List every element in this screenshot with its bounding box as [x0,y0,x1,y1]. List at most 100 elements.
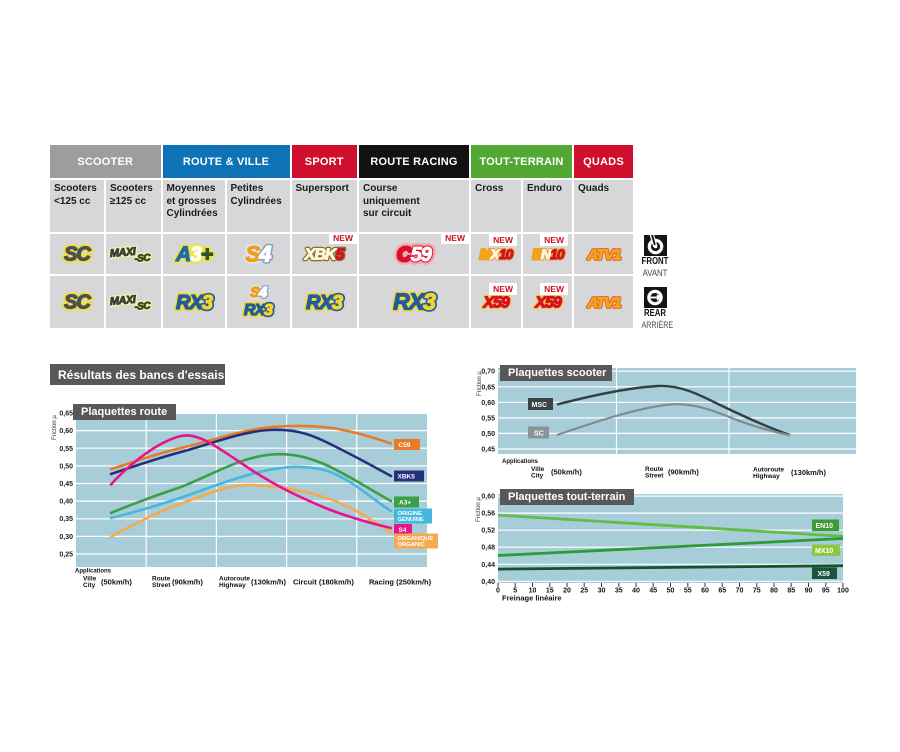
svg-text:60: 60 [701,588,709,595]
svg-text:0,45: 0,45 [481,447,495,454]
svg-text:A3+: A3+ [174,243,212,266]
svg-text:Street: Street [645,473,664,480]
svg-text:5: 5 [513,588,517,595]
svg-text:0,60: 0,60 [59,428,73,435]
svg-text:MAXI: MAXI [110,294,138,308]
svg-text:X59: X59 [818,571,831,578]
svg-text:S4: S4 [246,242,272,266]
svg-text:RX3: RX3 [244,302,273,319]
svg-text:ATV1: ATV1 [586,246,621,263]
svg-text:Freinage linéaire: Freinage linéaire [502,594,562,603]
svg-text:RX3: RX3 [176,292,213,314]
svg-text:(90km/h): (90km/h) [668,468,699,477]
svg-text:30: 30 [598,588,606,595]
svg-text:MAXI: MAXI [110,246,138,260]
svg-text:C59: C59 [397,244,433,266]
svg-text:MX10: MX10 [480,246,514,262]
svg-text:0: 0 [496,588,500,595]
svg-text:GENUINE: GENUINE [398,517,425,523]
svg-text:RX3: RX3 [306,292,343,314]
svg-text:0,40: 0,40 [59,499,73,506]
svg-text:75: 75 [753,588,761,595]
svg-text:0,35: 0,35 [59,516,73,523]
svg-text:Route: Route [152,576,171,583]
svg-text:55: 55 [684,588,692,595]
svg-text:0,60: 0,60 [481,494,495,501]
svg-text:SC: SC [64,244,91,266]
svg-text:ORGANIQUE: ORGANIQUE [398,536,434,542]
svg-text:0,55: 0,55 [481,415,495,422]
svg-text:Friction µ: Friction µ [52,415,58,440]
svg-text:(130km/h): (130km/h) [791,468,827,477]
svg-text:Street: Street [152,582,171,589]
svg-text:MAXI: MAXI [110,246,138,260]
svg-text:ATV1: ATV1 [586,246,621,263]
svg-text:SC: SC [64,292,91,314]
svg-text:X59: X59 [482,295,510,312]
svg-text:MSC: MSC [532,402,548,409]
svg-text:(50km/h): (50km/h) [551,468,582,477]
svg-text:MX10: MX10 [480,246,514,262]
svg-text:RX3: RX3 [393,289,436,315]
svg-text:(90km/h): (90km/h) [172,578,203,587]
svg-text:0,65: 0,65 [59,411,73,418]
svg-text:X59: X59 [534,295,562,312]
svg-text:X59: X59 [482,295,510,312]
svg-text:25: 25 [580,588,588,595]
svg-text:Route: Route [645,466,664,473]
svg-text:XBK5: XBK5 [398,474,416,481]
svg-text:15: 15 [546,588,554,595]
svg-text:A3+: A3+ [174,243,212,266]
svg-text:Highway: Highway [219,582,246,589]
svg-text:65: 65 [718,588,726,595]
svg-text:SC: SC [64,244,91,266]
svg-text:MX10: MX10 [815,548,833,555]
svg-text:0,56: 0,56 [481,511,495,518]
svg-text:0,50: 0,50 [59,463,73,470]
svg-text:ORIGINE: ORIGINE [398,511,423,517]
svg-text:Friction µ: Friction µ [477,371,483,396]
svg-text:-SC: -SC [134,252,152,264]
svg-text:SC: SC [534,431,544,438]
svg-text:A3+: A3+ [399,500,411,507]
svg-text:-SC: -SC [134,300,152,312]
svg-text:Applications: Applications [75,569,112,575]
svg-text:80: 80 [770,588,778,595]
svg-text:Autoroute: Autoroute [219,576,250,583]
svg-text:RX3: RX3 [393,289,436,315]
svg-text:20: 20 [563,588,571,595]
svg-text:0,60: 0,60 [481,400,495,407]
svg-text:C59: C59 [397,244,433,266]
svg-text:0,25: 0,25 [59,552,73,559]
svg-text:100: 100 [837,588,849,595]
svg-text:EN10: EN10 [816,523,834,530]
svg-text:Highway: Highway [753,473,780,480]
svg-text:35: 35 [615,588,623,595]
svg-text:XBK5: XBK5 [304,247,346,264]
svg-text:Ville: Ville [531,466,545,473]
svg-text:0,55: 0,55 [59,446,73,453]
svg-text:C59: C59 [397,244,433,266]
svg-text:-SC: -SC [134,300,152,312]
svg-text:0,45: 0,45 [59,481,73,488]
svg-text:0,50: 0,50 [481,431,495,438]
svg-text:0,65: 0,65 [481,384,495,391]
svg-text:City: City [531,473,544,480]
svg-text:0,48: 0,48 [481,545,495,552]
svg-text:70: 70 [736,588,744,595]
svg-text:X59: X59 [534,295,562,312]
svg-text:Autoroute: Autoroute [753,467,784,474]
svg-text:0,70: 0,70 [481,369,495,376]
svg-text:0,44: 0,44 [481,562,495,569]
svg-text:Racing (250km/h): Racing (250km/h) [369,578,432,587]
svg-text:S4: S4 [399,527,407,534]
svg-text:(50km/h): (50km/h) [101,578,132,587]
svg-text:0,40: 0,40 [481,579,495,586]
svg-text:90: 90 [805,588,813,595]
svg-text:0,30: 0,30 [59,534,73,541]
svg-text:EN10: EN10 [532,246,564,262]
svg-text:85: 85 [787,588,795,595]
svg-text:S4: S4 [246,242,272,266]
svg-text:50: 50 [667,588,675,595]
svg-text:10: 10 [529,588,537,595]
